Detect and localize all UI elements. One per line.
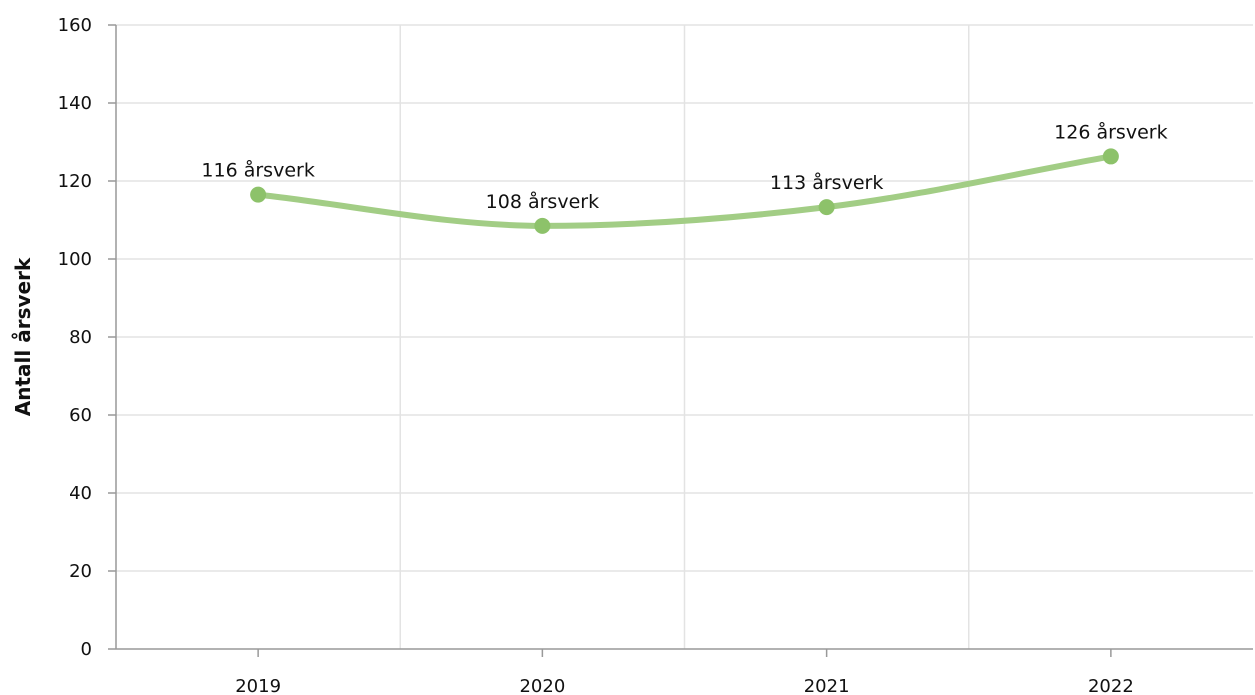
series-group: 116 årsverk 108 årsverk 113 årsverk 126 års… [201,120,1168,234]
data-point [534,217,551,234]
x-tick-label: 2020 [519,676,565,695]
y-axis-title: Antall årsverk [11,257,35,416]
y-tick-label: 120 [58,171,92,192]
y-tick-label: 40 [69,483,92,504]
x-tick-label: 2022 [1088,676,1134,695]
data-point [1102,148,1119,165]
data-point [818,199,835,216]
y-axis-ticks: 0 20 40 60 80 100 120 140 160 [58,15,116,660]
data-point [250,186,267,203]
y-tick-label: 0 [81,639,92,660]
y-tick-label: 160 [58,15,92,36]
y-tick-label: 20 [69,561,92,582]
grid-lines [116,24,1253,649]
y-tick-label: 80 [69,327,92,348]
data-label: 116 årsverk [201,159,314,182]
y-tick-label: 60 [69,405,92,426]
x-tick-label: 2021 [804,676,850,695]
data-label: 108 årsverk [486,190,599,213]
series-line [255,153,1114,229]
x-axis-ticks: 2019 2020 2021 2022 [235,649,1134,695]
y-tick-label: 140 [58,93,92,114]
y-tick-label: 100 [58,249,92,270]
data-label: 113 årsverk [770,171,883,194]
data-label: 126 årsverk [1054,120,1167,143]
x-tick-label: 2019 [235,676,281,695]
